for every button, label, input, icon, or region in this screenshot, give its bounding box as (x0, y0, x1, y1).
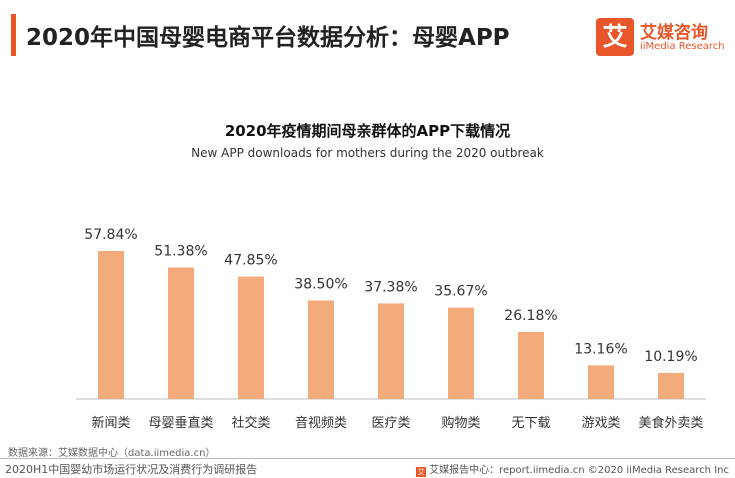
category-label-1: 母婴垂直类 (148, 416, 213, 431)
category-label-4: 医疗类 (371, 416, 410, 431)
bar-6 (518, 332, 544, 399)
bar-2 (238, 276, 264, 399)
data-label-3: 38.50% (294, 277, 347, 293)
logo-text-en: iiMedia Research (640, 41, 725, 52)
bar-4 (378, 303, 404, 399)
data-label-4: 37.38% (364, 279, 417, 295)
bar-7 (588, 365, 614, 399)
logo-text-cn: 艾媒咨询 (640, 23, 708, 43)
report-name: 2020H1中国婴幼市场运行状况及消费行为调研报告 (5, 463, 258, 476)
category-label-7: 游戏类 (581, 416, 620, 431)
category-label-0: 新闻类 (91, 415, 130, 431)
chart-title: 2020年疫情期间母亲群体的APP下载情况 (224, 122, 511, 140)
logo-icon: 艾 (596, 18, 634, 56)
page-title: 2020年中国母婴电商平台数据分析：母婴APP (26, 25, 510, 51)
data-label-8: 10.19% (644, 349, 697, 365)
category-label-6: 无下载 (511, 416, 550, 431)
data-source: 数据来源：艾媒数据中心（data.iimedia.cn） (8, 448, 216, 459)
footer-credit-text: 艾媒报告中心：report.iimedia.cn ©2020 iiMedia R… (429, 465, 729, 476)
category-label-5: 购物类 (441, 415, 480, 431)
bar-8 (658, 372, 684, 399)
bar-1 (168, 267, 194, 399)
bar-0 (98, 251, 124, 399)
data-label-5: 35.67% (434, 284, 487, 300)
category-label-2: 社交类 (231, 415, 270, 431)
bar-5 (448, 307, 474, 399)
data-label-0: 57.84% (84, 227, 137, 243)
data-label-1: 51.38% (154, 244, 207, 260)
bar-3 (308, 300, 334, 399)
iimedia-logo: 艾 艾媒咨询 iiMedia Research (596, 18, 726, 58)
data-label-7: 13.16% (574, 341, 627, 357)
report-center-icon: 艾 (416, 467, 427, 477)
footer-divider (0, 458, 735, 459)
data-label-6: 26.18% (504, 308, 557, 324)
chart-subtitle: New APP downloads for mothers during the… (191, 146, 544, 160)
category-label-8: 美食外卖类 (638, 415, 703, 431)
data-label-2: 47.85% (224, 253, 277, 269)
title-accent-bar (11, 14, 16, 56)
category-label-3: 音视频类 (295, 415, 347, 431)
footer-credit: 艾艾媒报告中心：report.iimedia.cn ©2020 iiMedia … (416, 461, 729, 477)
